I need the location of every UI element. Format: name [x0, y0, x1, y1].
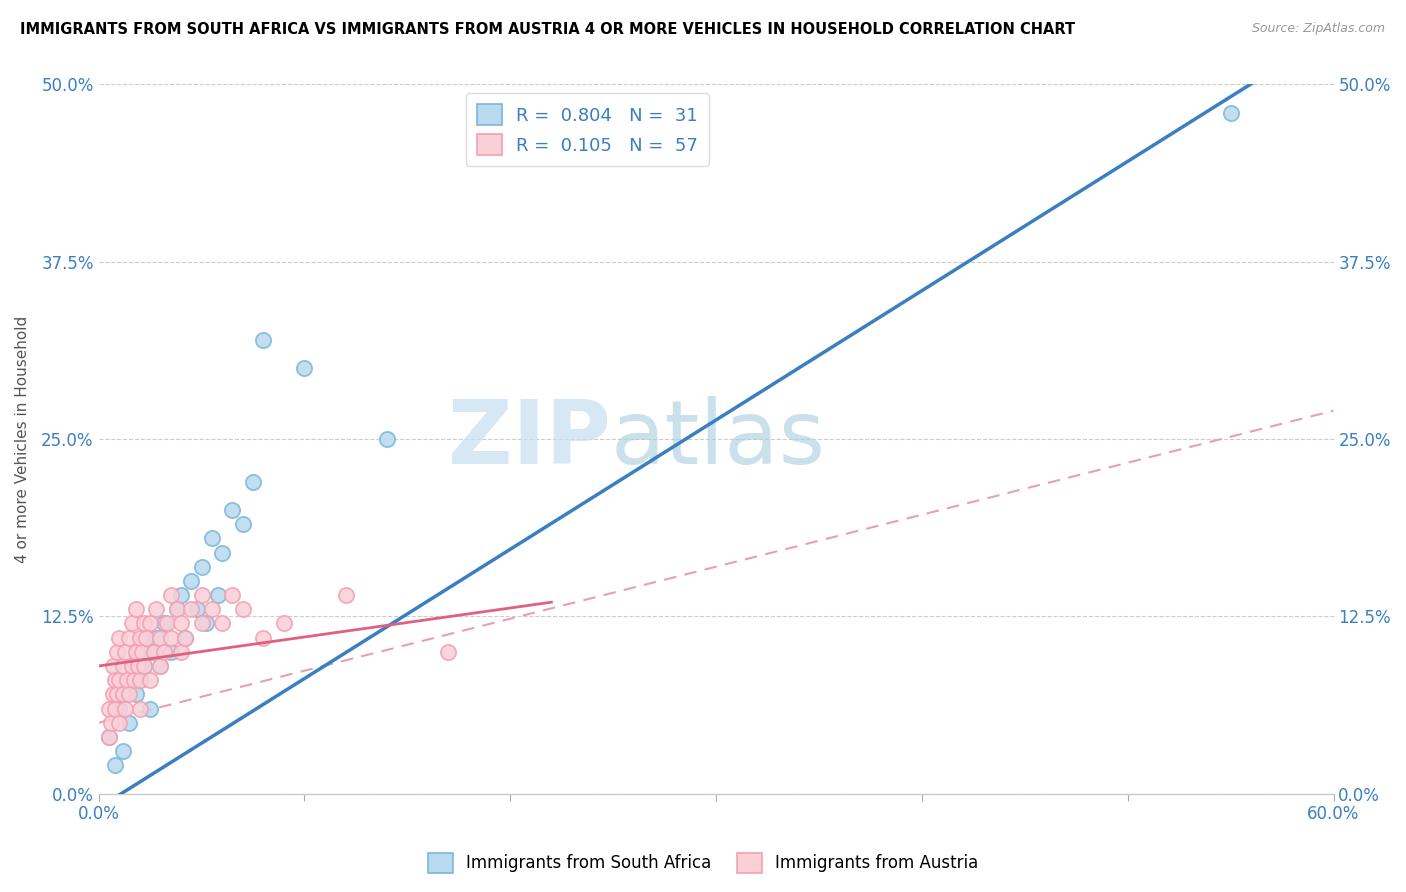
- Point: [132, 616, 155, 631]
- Point: [153, 645, 176, 659]
- Point: [221, 588, 243, 602]
- Point: [122, 673, 145, 688]
- Point: [128, 631, 150, 645]
- Point: [155, 616, 177, 631]
- Point: [128, 673, 150, 688]
- Point: [149, 631, 172, 645]
- Point: [194, 616, 217, 631]
- Point: [139, 645, 162, 659]
- Point: [149, 659, 172, 673]
- Point: [159, 588, 181, 602]
- Point: [252, 631, 274, 645]
- Point: [112, 687, 135, 701]
- Point: [104, 673, 127, 688]
- Point: [1219, 105, 1241, 120]
- Point: [105, 687, 128, 701]
- Point: [124, 645, 146, 659]
- Point: [112, 744, 135, 758]
- Point: [127, 659, 149, 673]
- Point: [166, 602, 188, 616]
- Point: [104, 758, 127, 772]
- Point: [117, 673, 139, 688]
- Point: [186, 602, 208, 616]
- Text: atlas: atlas: [612, 395, 827, 483]
- Point: [145, 602, 167, 616]
- Point: [101, 659, 124, 673]
- Point: [201, 602, 224, 616]
- Point: [121, 616, 143, 631]
- Legend: R =  0.804   N =  31, R =  0.105   N =  57: R = 0.804 N = 31, R = 0.105 N = 57: [465, 94, 709, 166]
- Point: [118, 715, 141, 730]
- Text: IMMIGRANTS FROM SOUTH AFRICA VS IMMIGRANTS FROM AUSTRIA 4 OR MORE VEHICLES IN HO: IMMIGRANTS FROM SOUTH AFRICA VS IMMIGRAN…: [20, 22, 1074, 37]
- Point: [114, 645, 136, 659]
- Point: [153, 616, 176, 631]
- Point: [132, 659, 155, 673]
- Text: Source: ZipAtlas.com: Source: ZipAtlas.com: [1251, 22, 1385, 36]
- Point: [170, 645, 193, 659]
- Point: [232, 517, 254, 532]
- Point: [211, 545, 233, 559]
- Point: [190, 588, 212, 602]
- Point: [232, 602, 254, 616]
- Point: [108, 715, 131, 730]
- Point: [105, 645, 128, 659]
- Point: [128, 673, 150, 688]
- Point: [145, 631, 167, 645]
- Point: [180, 602, 202, 616]
- Point: [114, 701, 136, 715]
- Point: [128, 701, 150, 715]
- Point: [180, 574, 202, 588]
- Legend: Immigrants from South Africa, Immigrants from Austria: Immigrants from South Africa, Immigrants…: [422, 847, 984, 880]
- Point: [242, 475, 264, 489]
- Point: [108, 631, 131, 645]
- Point: [104, 701, 127, 715]
- Point: [108, 673, 131, 688]
- Point: [437, 645, 460, 659]
- Point: [135, 631, 157, 645]
- Point: [131, 645, 153, 659]
- Point: [273, 616, 295, 631]
- Point: [149, 659, 172, 673]
- Point: [335, 588, 357, 602]
- Point: [108, 701, 131, 715]
- Point: [121, 659, 143, 673]
- Point: [221, 503, 243, 517]
- Point: [139, 616, 162, 631]
- Point: [112, 659, 135, 673]
- Point: [190, 559, 212, 574]
- Point: [139, 673, 162, 688]
- Point: [201, 532, 224, 546]
- Point: [190, 616, 212, 631]
- Point: [166, 602, 188, 616]
- Point: [252, 333, 274, 347]
- Point: [375, 432, 398, 446]
- Point: [207, 588, 229, 602]
- Point: [174, 631, 197, 645]
- Point: [118, 687, 141, 701]
- Point: [174, 631, 197, 645]
- Point: [101, 687, 124, 701]
- Point: [97, 701, 120, 715]
- Point: [143, 645, 166, 659]
- Point: [97, 730, 120, 744]
- Point: [170, 616, 193, 631]
- Point: [159, 631, 181, 645]
- Point: [211, 616, 233, 631]
- Point: [118, 631, 141, 645]
- Point: [100, 715, 122, 730]
- Point: [170, 588, 193, 602]
- Point: [124, 602, 146, 616]
- Point: [159, 645, 181, 659]
- Point: [139, 701, 162, 715]
- Y-axis label: 4 or more Vehicles in Household: 4 or more Vehicles in Household: [15, 316, 30, 563]
- Point: [124, 687, 146, 701]
- Text: ZIP: ZIP: [449, 395, 612, 483]
- Point: [97, 730, 120, 744]
- Point: [132, 659, 155, 673]
- Point: [294, 361, 316, 376]
